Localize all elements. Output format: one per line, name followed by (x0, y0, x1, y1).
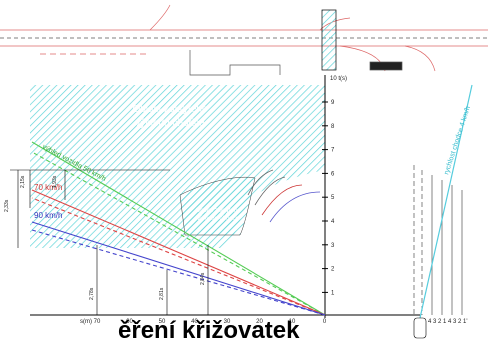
dimension-label: 2,84s (200, 272, 206, 285)
lanes (413, 84, 473, 339)
pedestrian-label: rychlost chodce 4 km/h (443, 105, 472, 175)
footer-heading: ěření křižovatek (118, 317, 300, 340)
tick-label: 2 (331, 267, 335, 273)
dimension-label: 2,78s (89, 287, 95, 300)
lane-numbers: 4 3 2 1 4 3 2 1' (428, 319, 468, 325)
tick-label: 7 (331, 148, 335, 154)
dimension-label: 2,33s (4, 199, 10, 212)
dimension-label: 1,93s (52, 175, 58, 188)
tick-label: 1 (331, 290, 335, 296)
area-label-small: výhledu chodce (197, 216, 239, 222)
tick-label: 9 (331, 100, 335, 106)
tick-label: 0 (323, 319, 327, 325)
area-label: výhledu chodce (135, 118, 205, 129)
axis-label: 10 t(s) (330, 76, 347, 82)
hidden-area (30, 85, 325, 248)
tick-label: 30 (224, 319, 231, 325)
axes (30, 75, 420, 318)
tick-label: 3 (331, 243, 335, 249)
tick-label: 10 (289, 319, 296, 325)
tick-label: 8 (331, 124, 335, 130)
dimension-label: 2,81s (159, 287, 165, 300)
tick-label: 70 (94, 319, 101, 325)
area-label-small: Oblast zakrytého (195, 208, 241, 214)
tick-label: 40 (191, 319, 198, 325)
speed-lines (31, 141, 326, 316)
axis-label: s(m) (80, 319, 92, 325)
tick-label: 60 (126, 319, 133, 325)
tick-label: 20 (256, 319, 263, 325)
tick-label: 6 (331, 171, 335, 177)
dimension-label: 2,15s (20, 175, 26, 188)
speed-label: 70 km/h (34, 183, 62, 192)
speed-label: 90 km/h (34, 211, 62, 220)
tick-label: 50 (159, 319, 166, 325)
road-plan (0, 4, 488, 76)
area-label: Oblast zakrytého (132, 104, 207, 115)
hidden-area-small (179, 176, 256, 236)
tick-label: 5 (331, 195, 335, 201)
tick-label: 4 (331, 219, 335, 225)
curves (247, 169, 321, 223)
dimension-lines (10, 169, 209, 315)
